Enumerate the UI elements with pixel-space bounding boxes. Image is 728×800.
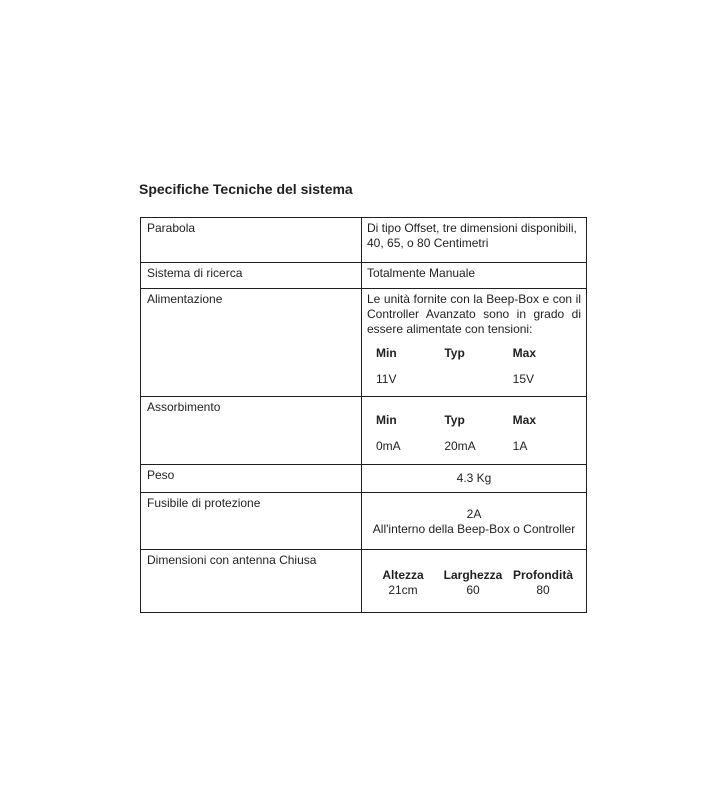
dimensioni-headers: Altezza Larghezza Profondità (368, 568, 581, 583)
min-value: 11V (376, 372, 397, 386)
row-label-parabola: Parabola (141, 218, 362, 262)
typ-header: Typ (444, 413, 465, 427)
larghezza-header: Larghezza (443, 568, 503, 582)
table-row-fusibile: Fusibile di protezione 2A All'interno de… (141, 493, 586, 550)
typ-value: 20mA (444, 439, 476, 453)
assorbimento-headers: Min Typ Max (376, 413, 581, 428)
row-value-fusibile: 2A All'interno della Beep-Box o Controll… (362, 493, 586, 549)
profondita-value: 80 (536, 583, 550, 597)
row-label-dimensioni: Dimensioni con antenna Chiusa (141, 550, 362, 612)
assorbimento-values: 0mA 20mA 1A (376, 439, 581, 454)
alimentazione-description: Le unità fornite con la Beep-Box e con i… (367, 292, 581, 336)
table-row-assorbimento: Assorbimento Min Typ Max 0mA 20mA 1A (141, 397, 586, 465)
row-value-assorbimento: Min Typ Max 0mA 20mA 1A (362, 397, 586, 464)
row-label-sistema-ricerca: Sistema di ricerca (141, 263, 362, 288)
table-row-parabola: Parabola Di tipo Offset, tre dimensioni … (141, 218, 586, 263)
dimensioni-table: Altezza Larghezza Profondità 21cm 60 80 (367, 568, 581, 598)
table-row-sistema-ricerca: Sistema di ricerca Totalmente Manuale (141, 263, 586, 289)
altezza-header: Altezza (382, 568, 424, 582)
altezza-value: 21cm (388, 583, 418, 597)
row-value-peso: 4.3 Kg (456, 471, 492, 485)
max-value: 15V (512, 372, 535, 386)
fusibile-location: All'interno della Beep-Box o Controller (372, 522, 576, 536)
spec-table: Parabola Di tipo Offset, tre dimensioni … (140, 217, 587, 613)
row-value-dimensioni: Altezza Larghezza Profondità 21cm 60 80 (362, 550, 586, 612)
row-label-assorbimento: Assorbimento (141, 397, 362, 464)
min-header: Min (376, 346, 397, 360)
max-value: 1A (512, 439, 528, 453)
table-row-dimensioni: Dimensioni con antenna Chiusa Altezza La… (141, 550, 586, 612)
row-value-parabola: Di tipo Offset, tre dimensioni disponibi… (367, 221, 577, 250)
row-label-alimentazione: Alimentazione (141, 289, 362, 396)
table-row-alimentazione: Alimentazione Le unità fornite con la Be… (141, 289, 586, 397)
alimentazione-headers: Min Typ Max (376, 346, 581, 361)
alimentazione-values: 11V 15V (376, 372, 581, 387)
max-header: Max (512, 346, 536, 360)
page-title: Specifiche Tecniche del sistema (139, 181, 353, 197)
typ-value (444, 372, 512, 387)
row-label-peso: Peso (141, 465, 362, 492)
table-row-peso: Peso 4.3 Kg (141, 465, 586, 493)
row-value-alimentazione: Le unità fornite con la Beep-Box e con i… (362, 289, 586, 396)
max-header: Max (512, 413, 536, 427)
profondita-header: Profondità (513, 568, 573, 582)
dimensioni-values: 21cm 60 80 (368, 583, 581, 598)
typ-header: Typ (444, 346, 465, 360)
min-header: Min (376, 413, 397, 427)
row-value-sistema-ricerca: Totalmente Manuale (367, 266, 476, 280)
fusibile-rating: 2A (466, 507, 482, 521)
larghezza-value: 60 (466, 583, 480, 597)
min-value: 0mA (376, 439, 401, 453)
row-label-fusibile: Fusibile di protezione (141, 493, 362, 549)
